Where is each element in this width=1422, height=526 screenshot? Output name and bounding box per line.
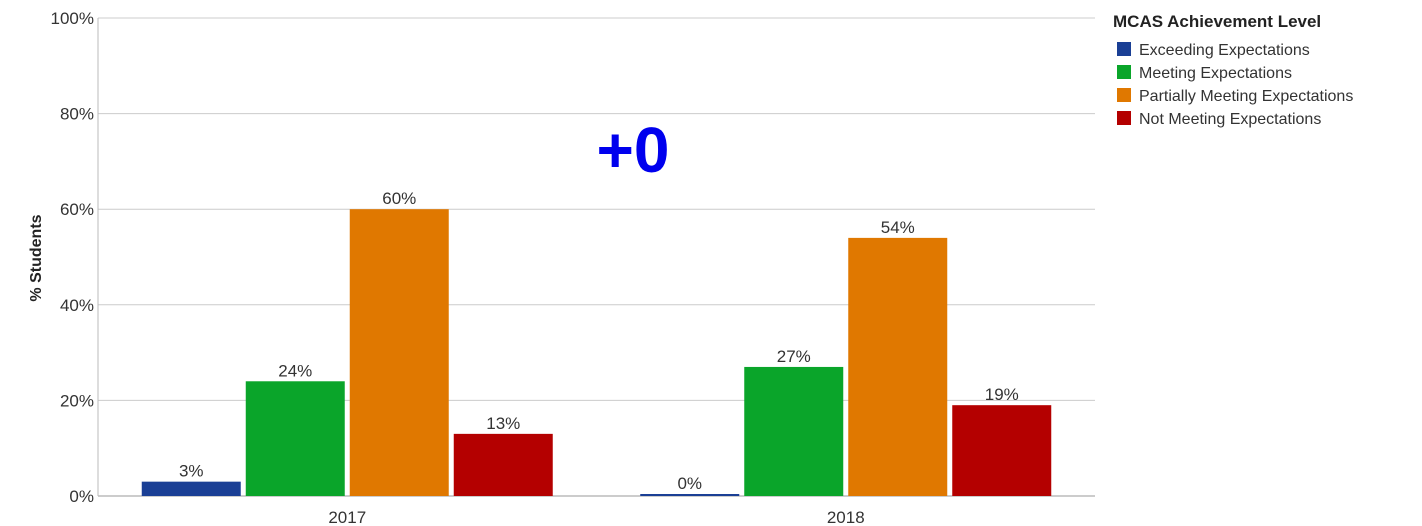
bar-data-label: 27% (777, 347, 811, 366)
legend-swatch (1117, 65, 1131, 79)
bar (848, 237, 948, 496)
bar (640, 494, 740, 496)
bar-data-label: 60% (382, 189, 416, 208)
legend: MCAS Achievement Level Exceeding Expecta… (1113, 12, 1353, 128)
legend-swatch (1117, 88, 1131, 102)
bar-data-label: 19% (985, 385, 1019, 404)
x-tick-label: 2018 (827, 508, 865, 526)
y-tick-label: 40% (60, 296, 94, 315)
y-tick-label: 0% (69, 487, 94, 506)
y-tick-label: 60% (60, 200, 94, 219)
y-tick-label: 80% (60, 105, 94, 124)
legend-item-label: Meeting Expectations (1139, 65, 1292, 82)
bar (141, 481, 241, 496)
data-labels: 3% 24% 60% 13% 0% 27% 54% 19% (179, 189, 1019, 493)
legend-title: MCAS Achievement Level (1113, 12, 1321, 31)
legend-item-label: Exceeding Expectations (1139, 42, 1310, 59)
bar (952, 405, 1052, 496)
bars (141, 209, 1052, 496)
legend-item-label: Not Meeting Expectations (1139, 111, 1321, 128)
change-annotation: +0 (597, 114, 670, 186)
y-tick-label: 100% (51, 9, 94, 28)
bar-data-label: 24% (278, 361, 312, 380)
bar (245, 381, 345, 496)
bar-data-label: 13% (486, 414, 520, 433)
y-axis-label: % Students (28, 214, 45, 301)
bar (453, 433, 553, 496)
bar-data-label: 0% (677, 474, 702, 493)
bar (349, 209, 449, 496)
legend-item-label: Partially Meeting Expectations (1139, 88, 1353, 105)
x-tick-label: 2017 (328, 508, 366, 526)
y-tick-labels: 0% 20% 40% 60% 80% 100% (51, 9, 94, 506)
legend-swatch (1117, 111, 1131, 125)
x-tick-labels: 2017 2018 (328, 508, 864, 526)
bar (744, 366, 844, 496)
bar-data-label: 54% (881, 218, 915, 237)
legend-swatch (1117, 42, 1131, 56)
y-tick-label: 20% (60, 391, 94, 410)
bar-data-label: 3% (179, 462, 204, 481)
